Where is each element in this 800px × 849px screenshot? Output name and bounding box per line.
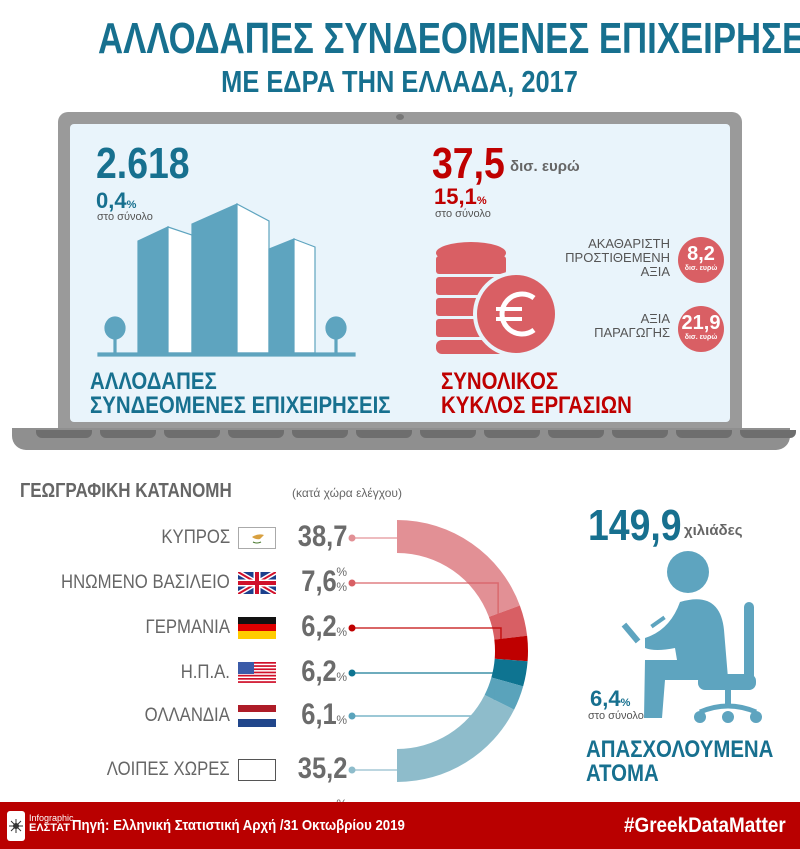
leader-dot (348, 624, 356, 632)
laptop-camera (396, 114, 404, 120)
leader-dot (348, 712, 356, 720)
netherlands-flag-icon (238, 705, 276, 727)
production-label: ΑΞΙΑ ΠΑΡΑΓΩΓΗΣ (594, 311, 670, 340)
laptop-key (164, 430, 220, 438)
country-label: ΛΟΙΠΕΣ ΧΩΡΕΣ (107, 759, 230, 780)
buildings-icon (97, 203, 356, 357)
seated-person-icon (621, 551, 762, 723)
laptop-key (740, 430, 796, 438)
country-label: ΟΛΛΑΝΔΙΑ (144, 705, 230, 726)
blank-flag-icon (238, 759, 276, 781)
donut-segment (491, 658, 528, 687)
turnover-caption: ΣΥΝΟΛΙΚΟΣ ΚΥΚΛΟΣ ΕΡΓΑΣΙΩΝ (441, 368, 632, 419)
leader-dot (348, 534, 356, 542)
employment-share: 6,4% (590, 686, 631, 711)
source-text: Πηγή: Ελληνική Στατιστική Αρχή /31 Οκτωβ… (72, 817, 405, 834)
elstat-logo-icon (7, 811, 25, 841)
footer: Infographic ΕΛΣΤΑΤ Πηγή: Ελληνική Στατιστ… (0, 802, 800, 849)
country-value: 6,2% (300, 655, 347, 688)
cyprus-flag-icon (238, 527, 276, 549)
usa-flag-icon (238, 662, 276, 684)
logo-text: Infographic ΕΛΣΤΑΤ (29, 813, 74, 834)
leader-dot (348, 669, 356, 677)
half-donut-chart (348, 520, 528, 782)
employment-share-label: στο σύνολο (588, 710, 644, 722)
laptop-key (676, 430, 732, 438)
leader-line (352, 688, 495, 717)
enterprises-share: 0,4% (96, 188, 137, 213)
page-title-line2: ΜΕ ΕΔΡΑ ΤΗΝ ΕΛΛΑΔΑ, 2017 (221, 64, 579, 99)
leader-dot (348, 579, 356, 587)
united-kingdom-flag-icon (238, 572, 276, 594)
country-value: 6,2% (300, 610, 347, 643)
germany-flag-icon (238, 617, 276, 639)
country-value: 6,1% (300, 698, 347, 731)
laptop-key (356, 430, 412, 438)
laptop-key (292, 430, 348, 438)
country-value: 38,7% (297, 520, 347, 580)
laptop-key (420, 430, 476, 438)
gva-badge: 8,2 δισ. ευρώ (678, 237, 724, 283)
leader-line (352, 669, 501, 674)
employment-value: 149,9 (588, 501, 682, 550)
laptop-key (484, 430, 540, 438)
laptop-key (36, 430, 92, 438)
donut-segment (397, 520, 520, 617)
page-title-line1: ΑΛΛΟΔΑΠΕΣ ΣΥΝΔΕΟΜΕΝΕΣ ΕΠΙΧΕΙΡΗΣΕΙΣ (98, 14, 800, 63)
laptop-key (548, 430, 604, 438)
hashtag: #GreekDataMatter (624, 814, 786, 837)
laptop-key (612, 430, 668, 438)
enterprises-value: 2.618 (96, 139, 190, 188)
laptop-key (228, 430, 284, 438)
production-badge: 21,9 δισ. ευρώ (678, 306, 724, 352)
country-label: ΗΝΩΜΕΝΟ ΒΑΣΙΛΕΙΟ (61, 572, 230, 593)
laptop-key (100, 430, 156, 438)
country-label: ΓΕΡΜΑΝΙΑ (145, 617, 230, 638)
leader-dot (348, 766, 356, 774)
enterprises-share-label: στο σύνολο (97, 211, 153, 223)
donut-segment (494, 635, 528, 662)
euro-coins-icon (436, 242, 556, 357)
turnover-value: 37,5 (432, 139, 505, 188)
gva-label: ΑΚΑΘΑΡΙΣΤΗ ΠΡΟΣΤΙΘΕΜΕΝΗ ΑΞΙΑ (565, 236, 670, 279)
turnover-share-label: στο σύνολο (435, 208, 491, 220)
turnover-share: 15,1% (434, 184, 487, 209)
leader-line (352, 582, 499, 627)
donut-segment (484, 677, 524, 710)
country-value: 7,6% (300, 565, 347, 598)
donut-segment (397, 694, 515, 782)
country-label: Η.Π.Α. (180, 662, 230, 683)
employment-unit: χιλιάδες (684, 522, 743, 539)
geo-heading: ΓΕΩΓΡΑΦΙΚΗ ΚΑΤΑΝΟΜΗ (κατά χώρα ελέγχου) (20, 480, 402, 502)
leader-line (352, 627, 502, 650)
enterprises-caption: ΑΛΛΟΔΑΠΕΣ ΣΥΝΔΕΟΜΕΝΕΣ ΕΠΙΧΕΙΡΗΣΕΙΣ (90, 368, 391, 419)
turnover-unit: δισ. ευρώ (510, 158, 580, 175)
country-label: ΚΥΠΡΟΣ (161, 527, 230, 548)
employment-caption: ΑΠΑΣΧΟΛΟΥΜΕΝΑ ΑΤΟΜΑ (586, 736, 774, 787)
